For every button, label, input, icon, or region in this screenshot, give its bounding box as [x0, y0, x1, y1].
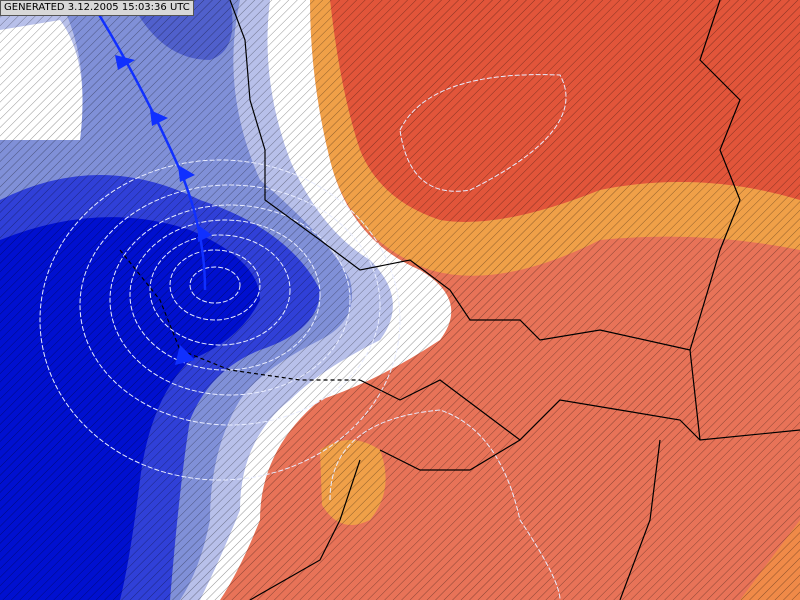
- borders: [119, 0, 800, 600]
- generated-stamp: GENERATED 3.12.2005 15:03:36 UTC: [0, 0, 194, 16]
- contours: [39, 74, 567, 600]
- cold-front: [88, 0, 212, 365]
